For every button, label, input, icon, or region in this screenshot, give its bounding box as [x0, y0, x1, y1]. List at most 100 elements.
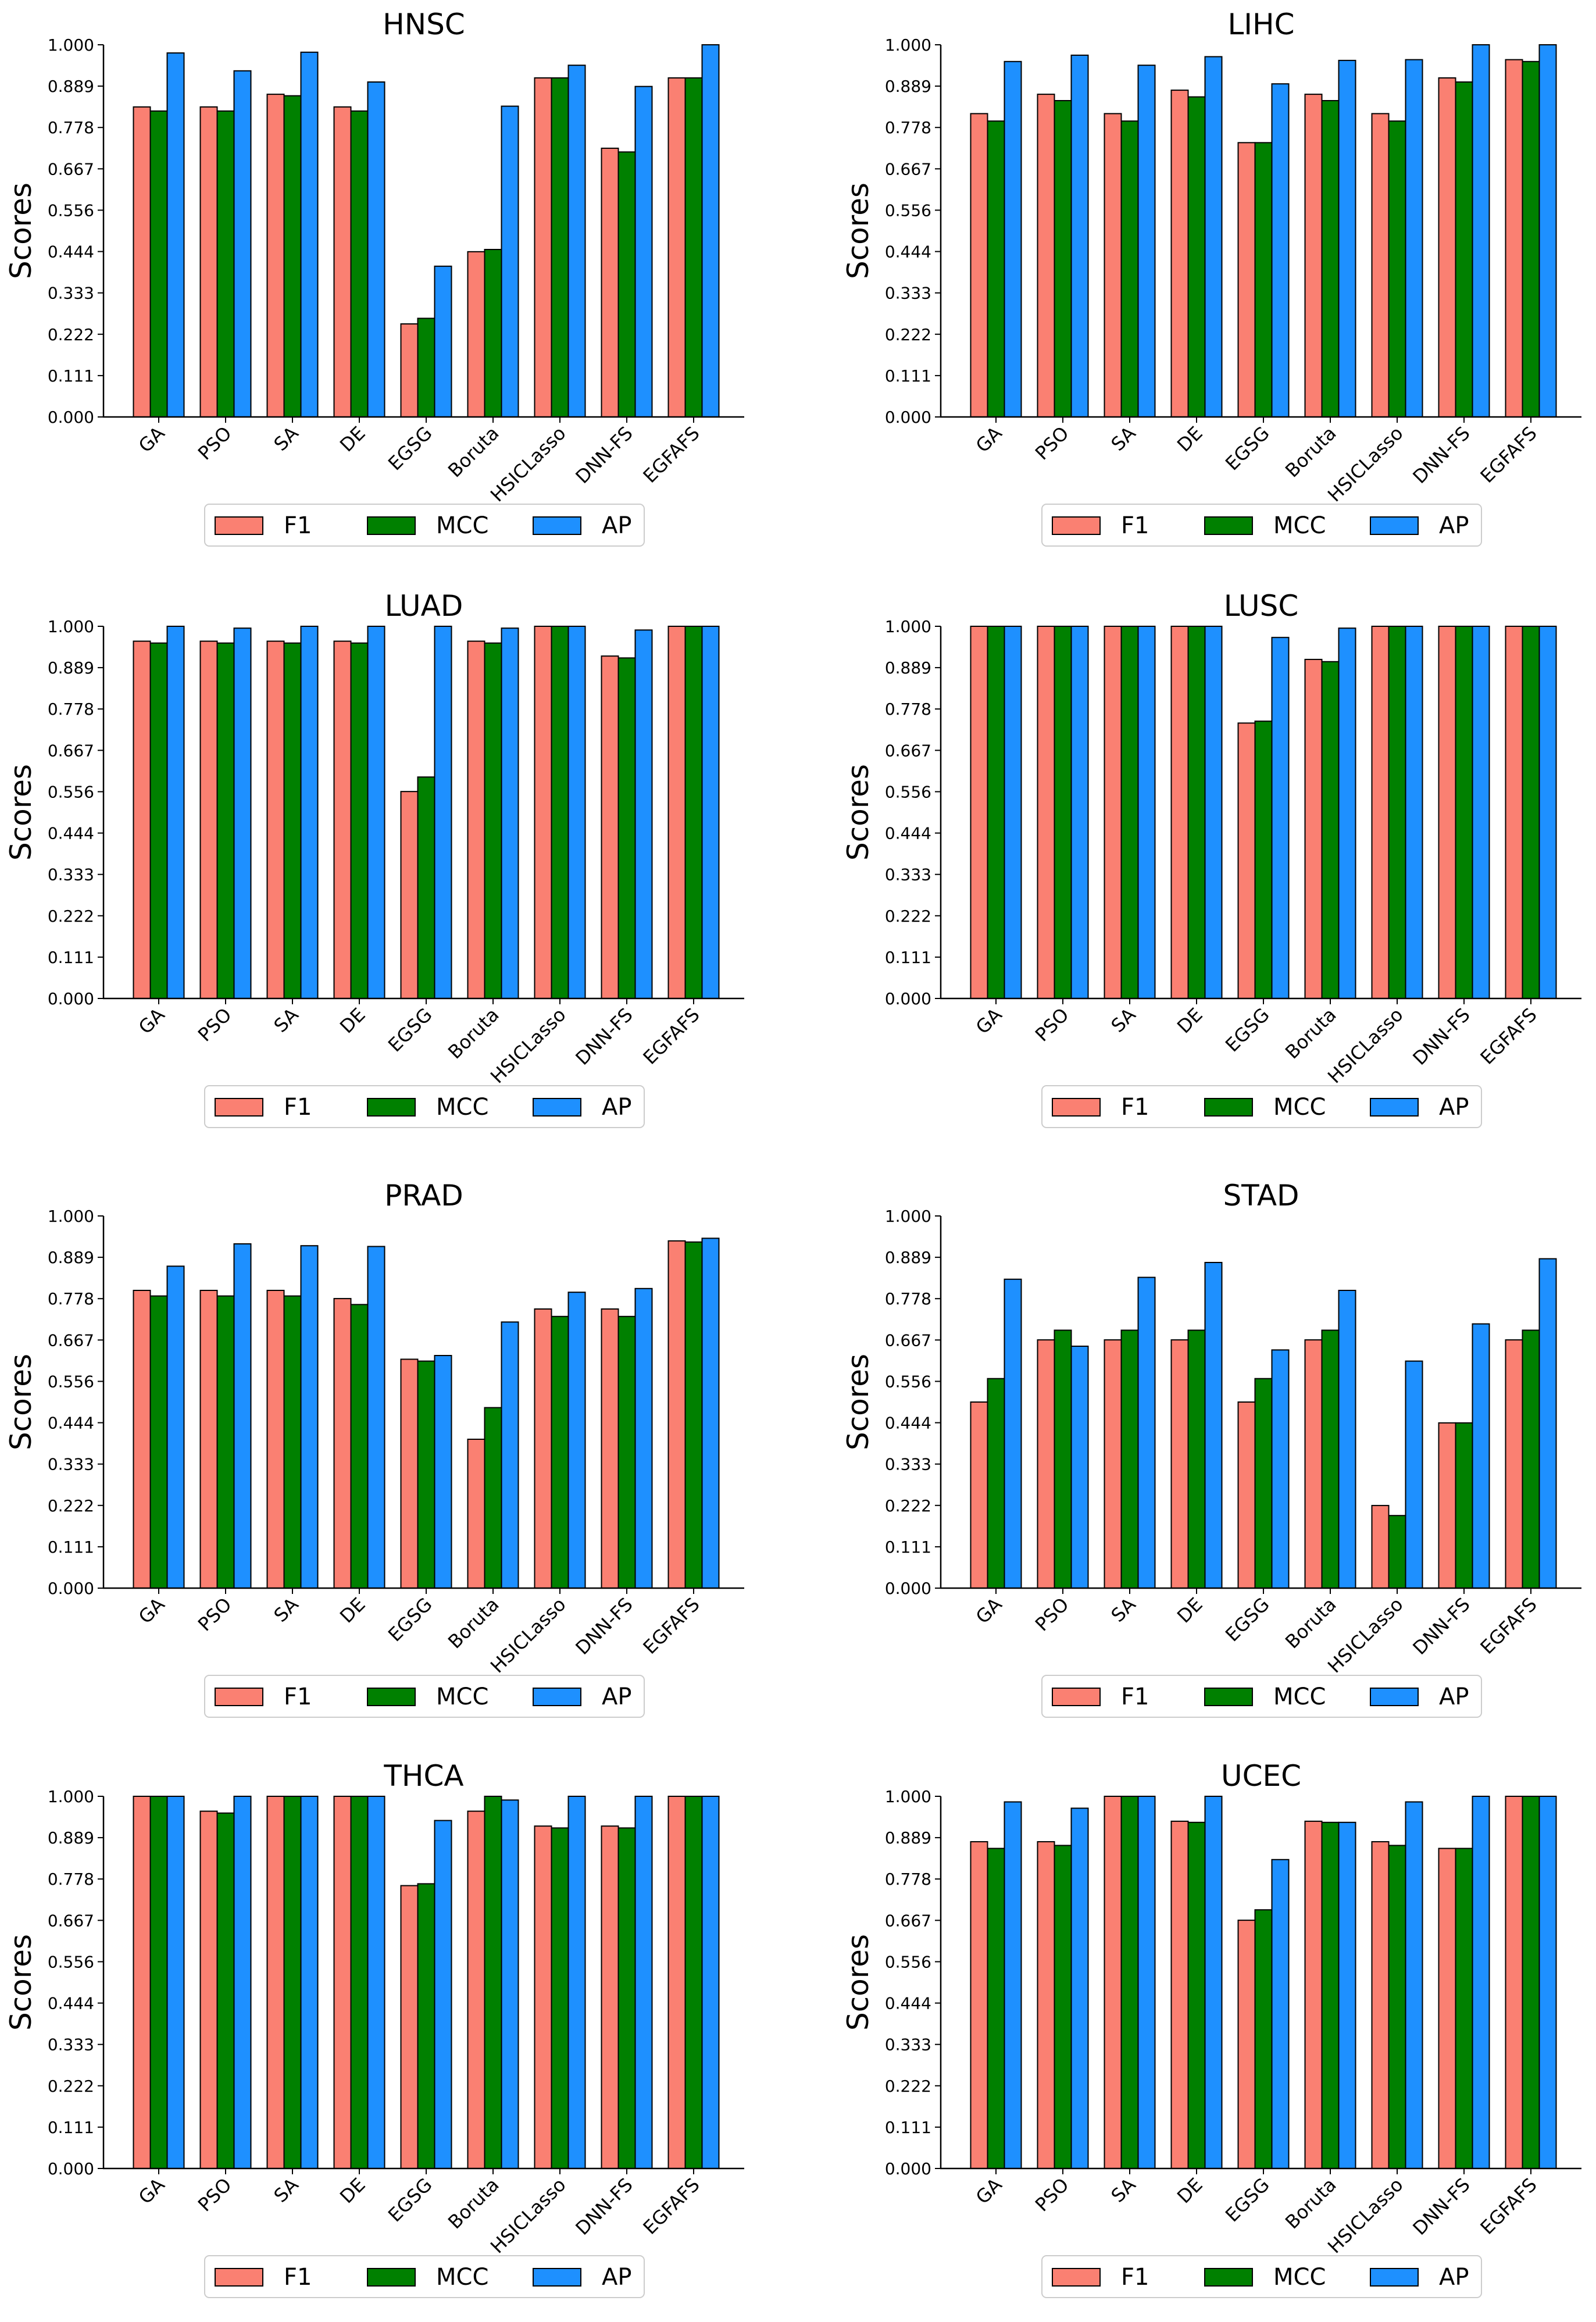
bar-ap-hsiclasso	[567, 1796, 586, 2169]
bar-f1-egsg	[1237, 722, 1256, 1000]
legend-label-f1: F1	[1121, 1683, 1149, 1710]
bar-mcc-hsiclasso	[551, 626, 569, 999]
bar-f1-egsg	[400, 791, 419, 1000]
y-tick-label: 0.889	[885, 1248, 931, 1267]
bar-mcc-boruta	[1321, 100, 1340, 418]
legend: F1 MCC AP	[1041, 504, 1482, 547]
legend-swatch-mcc	[367, 1098, 416, 1117]
y-tick-label: 0.889	[48, 1828, 94, 1847]
y-tick-label: 0.333	[885, 865, 931, 884]
legend-box	[204, 1085, 645, 1128]
y-tick-label: 0.444	[885, 1414, 931, 1433]
bar-mcc-de	[1187, 626, 1206, 999]
bar-f1-dnn-fs	[601, 1825, 619, 2169]
y-tick-label: 0.889	[885, 658, 931, 677]
legend-label-ap: AP	[1439, 1094, 1469, 1121]
x-tick-label: DE	[1173, 1593, 1207, 1628]
y-axis-label: Scores	[841, 1354, 875, 1450]
bar-mcc-pso	[216, 642, 235, 1000]
x-tick-label: DE	[1173, 422, 1207, 456]
bar-ap-dnn-fs	[634, 1796, 653, 2169]
chart-panel-luad: LUAD Scores 0.000 0.111 0.222 0.333 0.444 0.556…	[4, 589, 744, 1128]
bar-f1-sa	[266, 640, 285, 999]
x-tick-label: SA	[1107, 1004, 1140, 1037]
y-tick-label: 1.000	[48, 1787, 94, 1806]
bar-f1-egfafs	[667, 626, 686, 999]
bar-ap-egfafs	[701, 44, 720, 418]
bar-mcc-egfafs	[684, 77, 703, 418]
bar-f1-pso	[199, 1810, 218, 2170]
bar-ap-ga	[166, 626, 185, 999]
bar-ap-sa	[300, 1245, 319, 1589]
legend-swatch-f1	[1052, 516, 1101, 535]
y-axis-label: Scores	[4, 764, 38, 861]
legend: F1 MCC AP	[204, 1085, 645, 1128]
x-tick-label: EGSG	[1221, 1004, 1274, 1057]
y-tick-label: 0.444	[885, 1994, 931, 2013]
bar-ap-pso	[1070, 1807, 1089, 2169]
bar-ap-egfafs	[701, 1237, 720, 1589]
legend-swatch-ap	[533, 1098, 581, 1117]
y-tick-label: 0.222	[48, 1496, 94, 1515]
bar-f1-sa	[1104, 113, 1122, 418]
bar-ap-dnn-fs	[634, 1287, 653, 1589]
y-tick-label: 0.667	[48, 1911, 94, 1930]
x-tick-label: EGFAFS	[1476, 2174, 1541, 2239]
bar-mcc-hsiclasso	[551, 1315, 569, 1589]
x-tick-label: SA	[270, 2174, 303, 2207]
bar-f1-boruta	[467, 251, 485, 418]
y-tick-label: 0.444	[48, 242, 94, 262]
legend-box	[1041, 1675, 1482, 1718]
x-tick-label: DE	[335, 2174, 370, 2208]
x-tick-label: SA	[1107, 422, 1140, 455]
x-tick-label: EGFAFS	[639, 1004, 704, 1069]
x-tick-label: PSO	[194, 1593, 236, 1636]
bar-f1-ga	[133, 1796, 151, 2169]
x-tick-label: EGSG	[384, 422, 437, 475]
bar-ap-hsiclasso	[1405, 1801, 1423, 2170]
bar-ap-dnn-fs	[1472, 44, 1490, 418]
bar-f1-de	[333, 1298, 352, 1589]
y-tick-label: 1.000	[48, 617, 94, 636]
bar-ap-pso	[233, 627, 252, 999]
bar-ap-sa	[300, 1796, 319, 2169]
bar-mcc-sa	[1120, 1329, 1139, 1589]
x-tick-label: Boruta	[1281, 2174, 1341, 2234]
y-tick-label: 0.667	[48, 1331, 94, 1350]
legend-swatch-mcc	[1204, 516, 1253, 535]
bar-mcc-hsiclasso	[551, 77, 569, 418]
y-tick-label: 0.444	[48, 1414, 94, 1433]
bar-mcc-dnn-fs	[617, 151, 636, 418]
bar-f1-egfafs	[1505, 1339, 1523, 1589]
x-tick-label: PSO	[194, 1004, 236, 1046]
y-tick-label: 0.667	[885, 159, 931, 179]
bar-ap-boruta	[501, 1321, 519, 1589]
legend-swatch-ap	[1370, 1688, 1419, 1706]
y-tick-label: 0.111	[885, 366, 931, 386]
y-tick-label: 0.333	[48, 1455, 94, 1474]
x-tick-label: Boruta	[444, 422, 504, 482]
y-tick-label: 0.778	[885, 1289, 931, 1308]
legend-swatch-f1	[215, 516, 263, 535]
bar-ap-hsiclasso	[567, 1292, 586, 1589]
legend-swatch-f1	[1052, 1688, 1101, 1706]
legend-label-mcc: MCC	[1273, 512, 1326, 539]
bar-ap-boruta	[1338, 627, 1356, 999]
legend-box	[204, 1675, 645, 1718]
bar-mcc-sa	[283, 1295, 302, 1589]
legend-swatch-ap	[533, 1688, 581, 1706]
y-tick-label: 1.000	[885, 35, 931, 55]
y-tick-label: 0.556	[48, 201, 94, 220]
legend: F1 MCC AP	[1041, 2255, 1482, 2298]
y-tick-label: 0.444	[885, 824, 931, 843]
y-tick-label: 0.000	[885, 989, 931, 1008]
bar-ap-egfafs	[1538, 1796, 1557, 2169]
bar-ap-pso	[1070, 626, 1089, 999]
bar-ap-pso	[1070, 1346, 1089, 1589]
x-tick-label: PSO	[1031, 2174, 1073, 2216]
bar-mcc-hsiclasso	[1388, 1845, 1406, 2169]
legend-box	[204, 504, 645, 547]
legend-label-ap: AP	[602, 1683, 631, 1710]
legend-box	[1041, 2255, 1482, 2298]
bar-mcc-pso	[1054, 100, 1072, 418]
